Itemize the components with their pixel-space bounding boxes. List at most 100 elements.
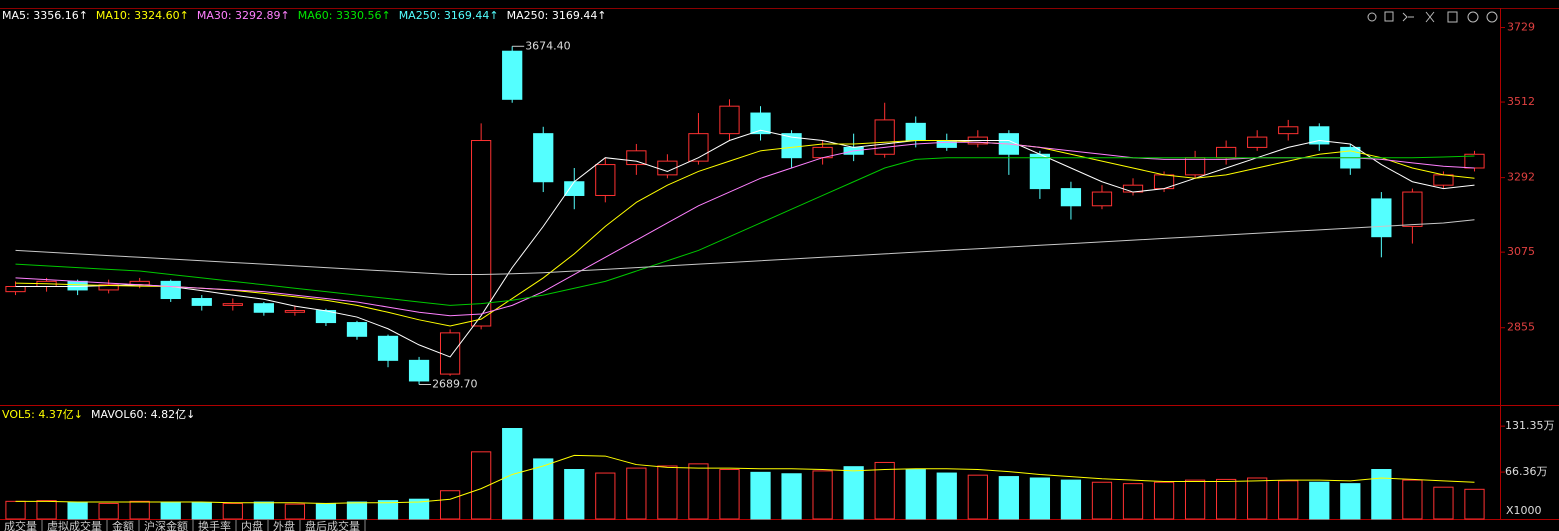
legend-entry: MA30: 3292.89↑ [197, 9, 290, 22]
y-tick-label: 3075 [1507, 245, 1535, 258]
volume-bar [67, 501, 88, 520]
candle-body [626, 150, 647, 166]
y-tick-label: 3512 [1507, 95, 1535, 108]
candle-body [471, 140, 492, 327]
volume-legend: MAVOL60: 4.82亿↓ [91, 408, 195, 421]
zoom-in[interactable] [1467, 11, 1479, 23]
candle-body [1433, 174, 1454, 186]
legend-entry: MA10: 3324.60↑ [96, 9, 189, 22]
volume-bar [1464, 488, 1485, 520]
candle-body [1060, 188, 1082, 207]
volume-bar [1433, 486, 1454, 520]
volume-bar [1402, 479, 1423, 520]
volume-bar [315, 502, 337, 520]
candle-body [1216, 146, 1237, 159]
volume-bar [998, 476, 1019, 520]
candle-body [346, 322, 368, 337]
volume-bar [1247, 477, 1268, 520]
volume-bar [1060, 479, 1082, 520]
volume-bar [346, 501, 368, 520]
candle-body [253, 303, 274, 313]
candle-body [191, 298, 212, 306]
volume-bar [626, 467, 647, 520]
candle-body [160, 280, 181, 300]
volume-tick-label: 131.35万 [1505, 419, 1555, 432]
candle-body [439, 332, 461, 375]
y-tick-label: 2855 [1507, 321, 1535, 334]
volume-bar [408, 498, 430, 520]
tab[interactable]: 内盘 [241, 519, 263, 531]
candle-body [377, 335, 399, 361]
candle-body [408, 359, 430, 382]
volume-bar [1153, 481, 1175, 520]
volume-unit: X1000 [1506, 504, 1542, 517]
volume-bar [1309, 481, 1330, 520]
volume-bar [377, 500, 399, 520]
zoom-out[interactable] [1486, 11, 1498, 23]
volume-bar [564, 469, 585, 520]
volume-bar [222, 502, 243, 520]
volume-ma-line [15, 454, 1475, 504]
candle-body [1029, 153, 1051, 190]
tab[interactable]: 金额 [112, 519, 134, 531]
y-tick-label: 3729 [1507, 21, 1535, 34]
volume-bar [967, 474, 988, 520]
candle-body [1091, 191, 1113, 207]
candle-body [750, 112, 771, 135]
volume-bar [1371, 469, 1392, 520]
volume-bar [129, 500, 150, 520]
volume-bar [191, 502, 212, 520]
tab[interactable]: 沪深金额 [144, 519, 188, 531]
volume-bar [1278, 480, 1299, 520]
legend-entry: MA250: 3169.44↑ [399, 9, 499, 22]
volume-bar [253, 501, 274, 520]
view-icon[interactable] [1367, 12, 1377, 22]
candle-body [688, 133, 709, 162]
candle-body [284, 310, 306, 313]
candle-body [533, 133, 554, 183]
low-annotation: 2689.70 [432, 377, 478, 390]
candle-body [222, 303, 243, 306]
volume-bar [688, 463, 709, 520]
volume-bar [284, 503, 306, 520]
y-tick-label: 3292 [1507, 171, 1535, 184]
candle-body [98, 284, 119, 291]
tab[interactable]: 成交量 [4, 519, 37, 531]
candle-body [936, 140, 957, 148]
tab[interactable]: 盘后成交量 [305, 519, 360, 531]
candle-body [1278, 126, 1299, 135]
candle-body [1402, 191, 1423, 227]
volume-bar [533, 458, 554, 520]
high-annotation: 3674.40 [525, 39, 571, 52]
back-icon[interactable] [1402, 12, 1414, 22]
candle-body [1247, 136, 1268, 148]
tab[interactable]: 外盘 [273, 519, 295, 531]
volume-legend: VOL5: 4.37亿↓ [2, 408, 83, 421]
volume-bar [874, 461, 895, 520]
cut-icon[interactable] [1425, 11, 1435, 23]
tab[interactable]: 虚拟成交量 [47, 519, 102, 531]
volume-bar [1340, 483, 1361, 520]
copy-icon[interactable] [1447, 11, 1458, 23]
volume-bar [719, 469, 740, 520]
candle-body [564, 181, 585, 196]
candle-body [905, 122, 926, 142]
lock-icon[interactable] [1384, 11, 1394, 22]
volume-bar [936, 472, 957, 520]
volume-bar [1216, 478, 1237, 520]
candle-body [5, 286, 26, 293]
tab[interactable]: 换手率 [198, 519, 231, 531]
legend-entry: MA250: 3169.44↑ [507, 9, 607, 22]
volume-bar [1184, 479, 1206, 520]
volume-bar [36, 500, 57, 520]
legend-entry: MA60: 3330.56↑ [298, 9, 391, 22]
candle-body [502, 50, 523, 100]
volume-bar [1091, 481, 1113, 520]
candle-body [781, 133, 802, 159]
candle-body [67, 280, 88, 291]
candle-body [719, 105, 740, 135]
volume-bar [595, 472, 616, 520]
volume-bar [439, 490, 461, 520]
